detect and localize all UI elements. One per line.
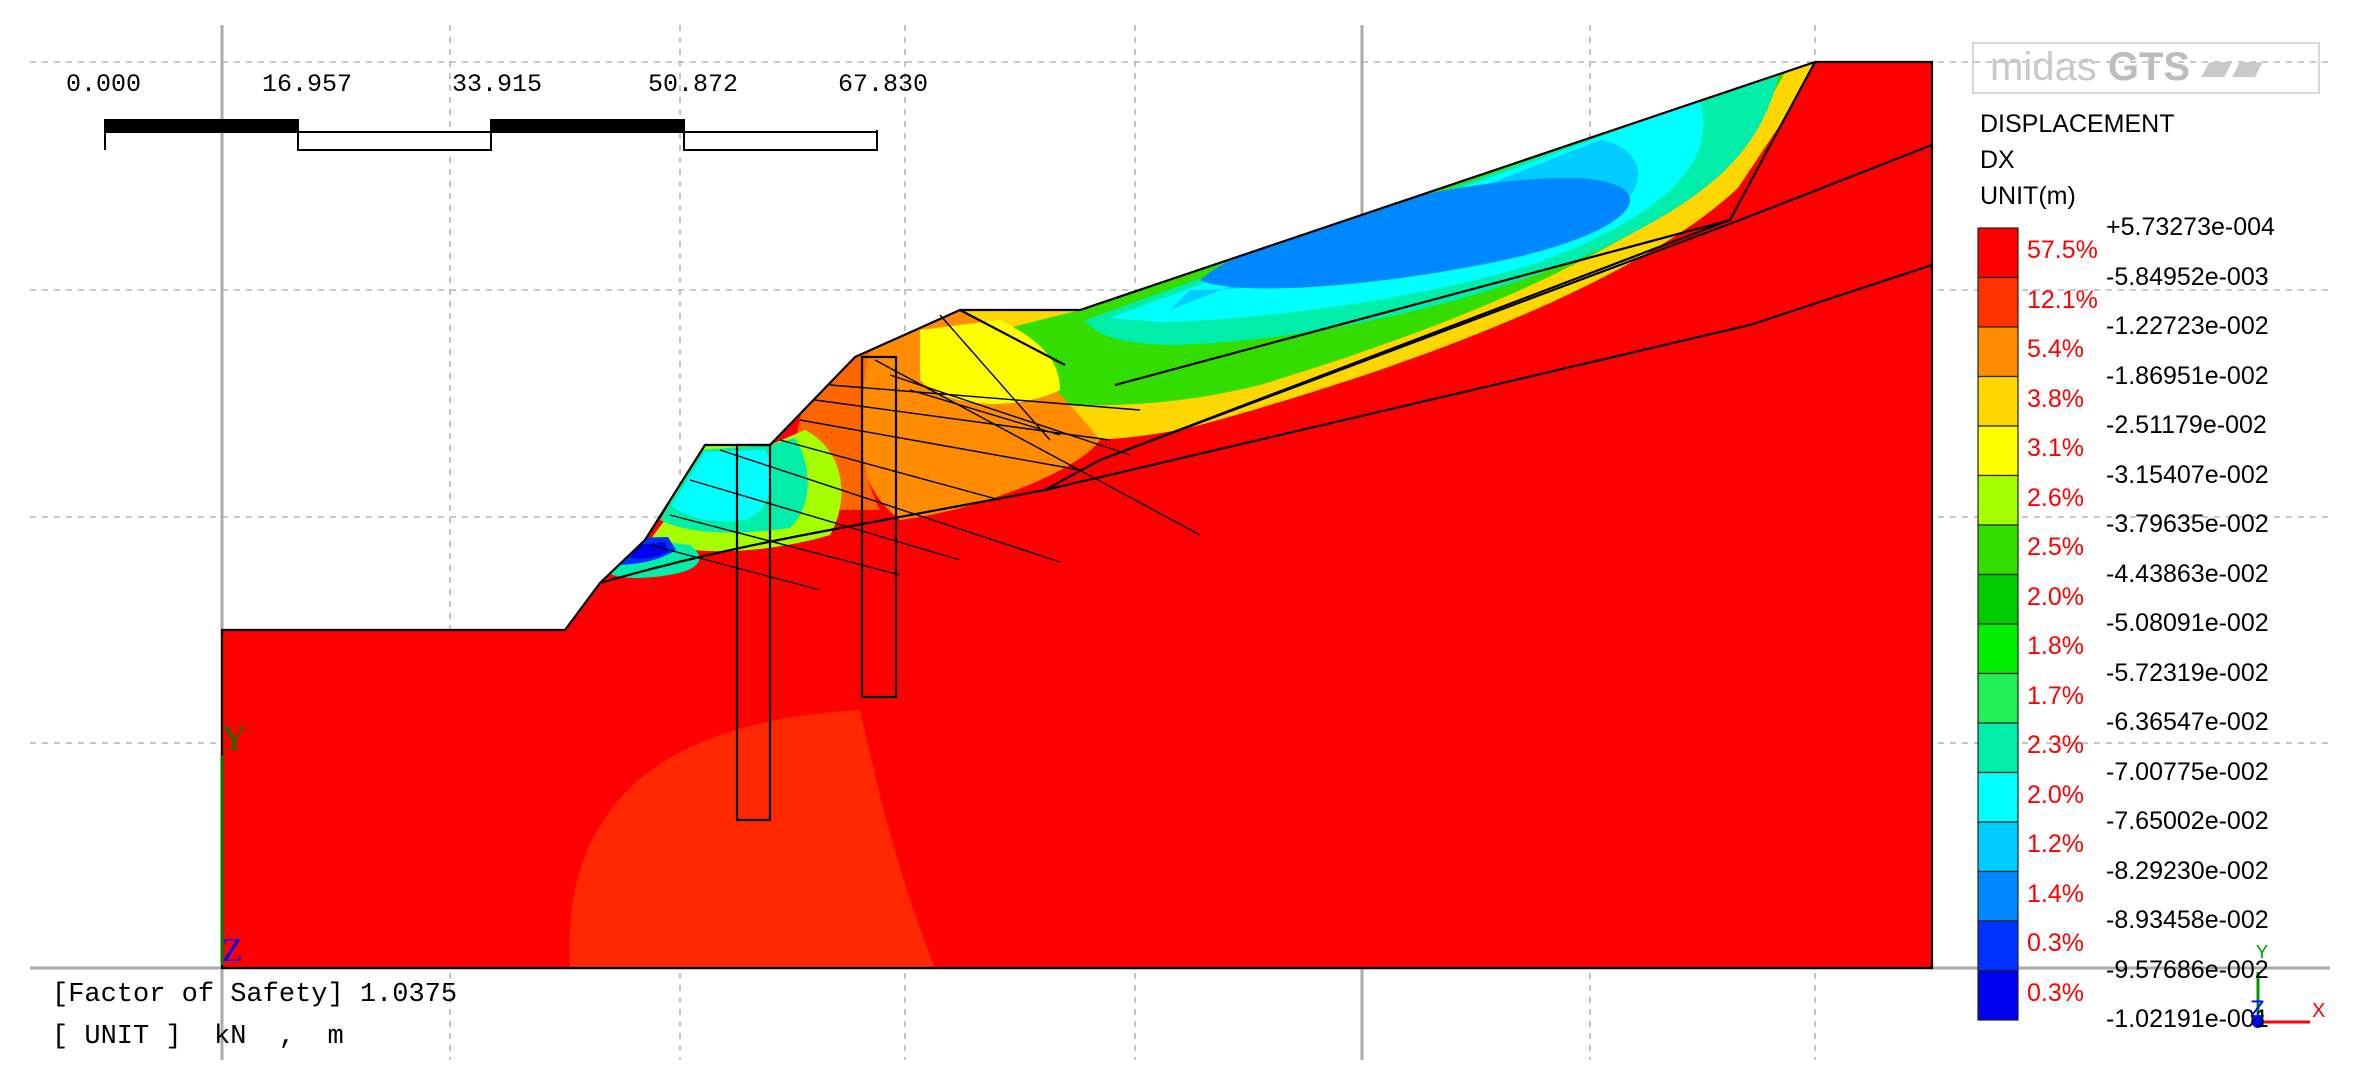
legend-swatch-10 [1977,722,2019,774]
legend-percent-7: 2.0% [2027,582,2084,611]
legend-swatch-14 [1977,920,2019,972]
mini-axis-z-label: Z [2250,996,2265,1023]
legend-component: DX [1980,146,2015,174]
legend-swatch-4 [1977,425,2019,477]
legend-value-13: -8.29230e-002 [2106,856,2269,885]
scale-label-1: 16.957 [262,70,353,99]
legend-swatch-12 [1977,821,2019,873]
legend-color-bar [1977,227,2019,1021]
anchor-lines [649,314,1201,591]
mini-axis-x-label: X [2312,1000,2326,1022]
legend-value-10: -6.36547e-002 [2106,708,2269,736]
legend-value-5: -3.15407e-002 [2106,460,2269,489]
legend-percent-1: 12.1% [2027,285,2098,314]
legend-percent-9: 1.7% [2027,681,2084,710]
legend-swatch-6 [1977,524,2019,576]
legend-value-12: -7.65002e-002 [2106,807,2269,835]
legend-percent-13: 1.4% [2027,879,2084,908]
legend-percent-0: 57.5% [2027,236,2098,264]
legend-percent-5: 2.6% [2027,483,2084,512]
legend-value-7: -4.43863e-002 [2106,559,2269,588]
legend-value-11: -7.00775e-002 [2106,757,2269,786]
legend-value-1: -5.84952e-003 [2106,262,2269,291]
logo-product: GTS [2107,45,2191,89]
soil-body [222,62,1932,968]
legend-percent-6: 2.5% [2027,533,2084,561]
legend-swatch-5 [1977,474,2019,526]
scale-label-0: 0.000 [66,70,142,99]
legend-percent-15: 0.3% [2027,978,2084,1007]
scale-label-3: 50.872 [648,70,739,99]
legend-percent-11: 2.0% [2027,780,2084,809]
legend-percent-14: 0.3% [2027,929,2084,957]
legend-value-9: -5.72319e-002 [2106,658,2269,687]
legend-value-15: -9.57686e-002 [2106,955,2269,984]
legend-swatch-1 [1977,276,2019,328]
legend-title: DISPLACEMENT [1980,110,2175,138]
legend-percent-8: 1.8% [2027,632,2084,660]
anti-slide-piles [735,355,898,822]
legend-percent-12: 1.2% [2027,830,2084,858]
scale-bar [104,119,878,151]
logo-slash-icon: ▰▰ [2201,45,2263,89]
legend-value-16: -1.02191e-001 [2106,1005,2269,1033]
scale-label-4: 67.830 [838,70,929,99]
mini-axis-triad [2252,972,2310,1028]
legend-percent-10: 2.3% [2027,731,2084,759]
legend-percent-4: 3.1% [2027,434,2084,462]
mini-axis-y-label: Y [2256,942,2269,962]
axis-z-label: Z [222,932,243,969]
legend-percent-2: 5.4% [2027,335,2084,363]
unit-info-text: [ UNIT ] kN , m [52,1022,344,1052]
legend-swatch-13 [1977,870,2019,922]
legend-swatch-9 [1977,672,2019,724]
legend-value-8: -5.08091e-002 [2106,609,2269,637]
legend-swatch-8 [1977,623,2019,675]
legend-value-0: +5.73273e-004 [2106,213,2275,241]
legend-swatch-0 [1977,227,2019,279]
legend-value-4: -2.51179e-002 [2106,411,2267,439]
legend-swatch-3 [1977,375,2019,427]
legend-value-2: -1.22723e-002 [2106,312,2269,340]
logo-brand: midas [1990,45,2097,89]
axis-y-label: Y [222,720,247,757]
legend-swatch-2 [1977,326,2019,378]
legend-value-6: -3.79635e-002 [2106,510,2269,538]
legend-unit: UNIT(m) [1980,182,2076,210]
midas-gts-logo: midas GTS ▰▰ [1972,42,2320,94]
legend-value-3: -1.86951e-002 [2106,361,2269,390]
legend-swatch-15 [1977,969,2019,1021]
scale-label-2: 33.915 [452,70,543,99]
factor-of-safety-text: [Factor of Safety] 1.0375 [52,980,458,1010]
legend-swatch-11 [1977,771,2019,823]
legend-percent-3: 3.8% [2027,384,2084,413]
legend-swatch-7 [1977,573,2019,625]
legend-value-14: -8.93458e-002 [2106,906,2269,934]
